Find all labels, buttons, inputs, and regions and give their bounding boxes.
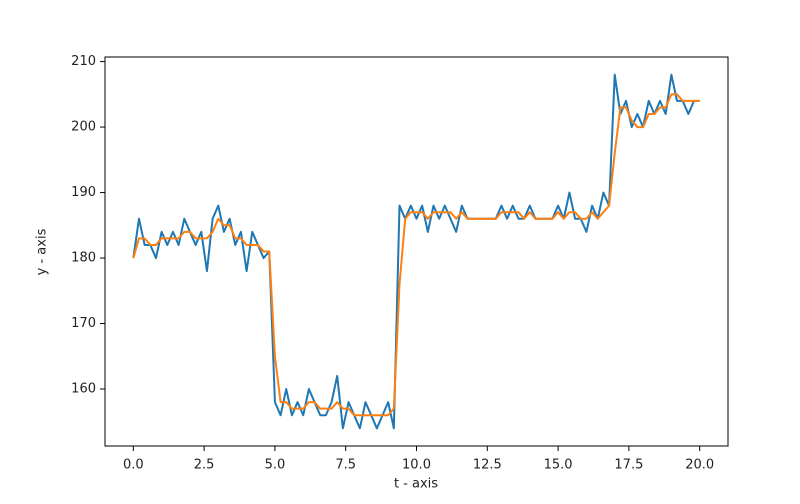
data-line — [132, 73, 700, 430]
x-tick-label: 15.0 — [544, 458, 573, 473]
y-axis-label: y - axis — [35, 228, 50, 275]
x-tick-label: 12.5 — [473, 458, 502, 473]
y-tick-label: 210 — [71, 54, 96, 69]
x-tick-label: 17.5 — [614, 458, 643, 473]
axes-frame — [104, 56, 729, 447]
y-tick-label: 160 — [71, 382, 96, 397]
x-tick-label: 5.0 — [265, 458, 286, 473]
x-axis-label: t - axis — [394, 477, 438, 492]
data-line — [132, 93, 700, 417]
x-tick-label: 20.0 — [685, 458, 714, 473]
y-tick-label: 180 — [71, 251, 96, 266]
x-tick-label: 10.0 — [402, 458, 431, 473]
x-tick-label: 0.0 — [123, 458, 144, 473]
x-tick-label: 7.5 — [335, 458, 356, 473]
y-tick-label: 170 — [71, 316, 96, 331]
x-tick-label: 2.5 — [194, 458, 215, 473]
y-tick-label: 190 — [71, 185, 96, 200]
y-tick-label: 200 — [71, 120, 96, 135]
